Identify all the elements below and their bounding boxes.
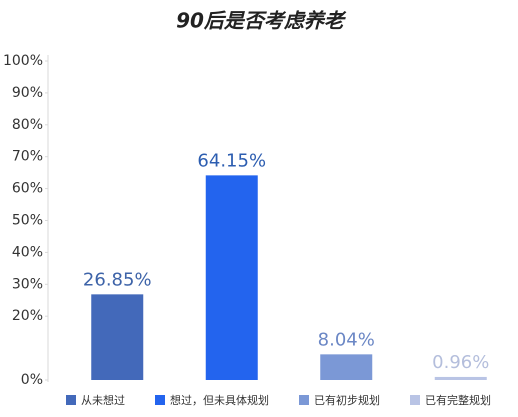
data-label: 64.15% xyxy=(197,150,266,171)
data-label: 8.04% xyxy=(318,329,375,350)
y-tick-label: 100% xyxy=(3,53,43,69)
legend-swatch xyxy=(155,395,165,405)
y-tick-label: 70% xyxy=(12,149,43,165)
bar xyxy=(91,294,144,380)
y-tick-label: 80% xyxy=(12,117,43,133)
bar xyxy=(320,354,373,380)
legend-label: 从未想过 xyxy=(81,393,125,407)
y-tick-label: 30% xyxy=(12,276,43,292)
bar xyxy=(205,175,258,380)
y-tick-label: 50% xyxy=(12,213,43,229)
y-tick-label: 0% xyxy=(21,372,43,388)
y-tick-label: 90% xyxy=(12,85,43,101)
y-tick-label: 60% xyxy=(12,181,43,197)
legend-label: 想过，但未具体规划 xyxy=(170,393,269,407)
data-label: 26.85% xyxy=(83,269,152,290)
chart-title: 90后是否考虑养老 xyxy=(176,9,347,33)
legend-label: 已有完整规划 xyxy=(425,393,491,407)
legend-swatch xyxy=(299,395,309,405)
legend: 从未想过 想过，但未具体规划 已有初步规划 已有完整规划 xyxy=(66,393,491,407)
y-tick-label: 40% xyxy=(12,244,43,260)
y-tick-label: 20% xyxy=(12,308,43,324)
legend-label: 已有初步规划 xyxy=(314,393,380,407)
data-label: 0.96% xyxy=(432,352,489,373)
bar xyxy=(434,376,487,380)
legend-swatch xyxy=(410,395,420,405)
legend-swatch xyxy=(66,395,76,405)
